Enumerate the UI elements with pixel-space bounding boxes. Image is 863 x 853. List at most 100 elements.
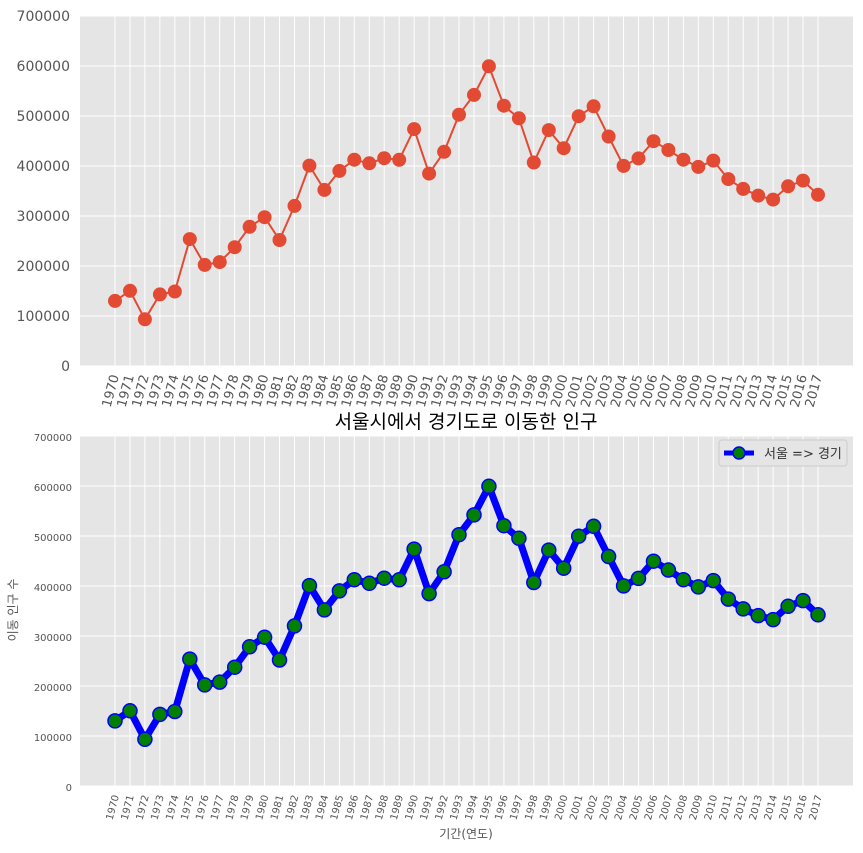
data-point <box>511 111 526 126</box>
data-point <box>302 158 317 173</box>
data-point <box>571 109 586 124</box>
data-point <box>615 578 632 594</box>
data-point <box>555 560 572 576</box>
data-point <box>287 198 302 213</box>
data-point <box>720 591 737 607</box>
data-point <box>167 703 183 720</box>
data-point <box>152 706 168 723</box>
y-axis-label: 이동 인구 수 <box>6 579 20 642</box>
data-point <box>107 713 123 729</box>
data-point <box>496 98 511 113</box>
data-point <box>556 141 571 156</box>
data-point <box>452 107 466 122</box>
data-point <box>810 607 826 623</box>
data-point <box>422 166 437 181</box>
data-point <box>781 179 796 194</box>
data-point <box>600 548 617 565</box>
data-point <box>676 152 691 167</box>
data-point <box>182 232 197 247</box>
y-tick-label: 200000 <box>17 259 70 275</box>
data-point <box>705 572 722 589</box>
data-point <box>601 129 616 144</box>
data-point <box>780 598 796 615</box>
plot-background <box>80 16 853 366</box>
x-axis-label: 기간(연도) <box>439 827 493 841</box>
y-tick-label: 400000 <box>34 583 72 594</box>
data-point <box>301 577 318 594</box>
data-point <box>212 255 227 270</box>
data-point <box>645 553 662 569</box>
legend-marker <box>732 446 746 460</box>
data-point <box>675 571 692 588</box>
data-point <box>467 87 481 102</box>
legend-label: 서울 => 경기 <box>764 447 842 462</box>
data-point <box>211 674 228 690</box>
data-point <box>751 188 766 203</box>
data-point <box>586 99 601 114</box>
data-point <box>541 123 556 138</box>
data-point <box>646 134 661 149</box>
data-point <box>481 478 497 495</box>
data-point <box>167 284 182 299</box>
y-tick-label: 300000 <box>34 633 72 644</box>
data-point <box>585 518 602 535</box>
data-point <box>690 579 707 595</box>
y-tick-label: 600000 <box>34 483 72 494</box>
y-tick-label: 0 <box>66 783 72 794</box>
series <box>107 478 826 748</box>
data-point <box>271 652 288 668</box>
data-point <box>660 562 677 578</box>
data-point <box>436 564 452 580</box>
chart-1: 0 100000 200000 300000 400000 500000 600000 700… <box>17 9 853 409</box>
data-point <box>766 192 781 207</box>
x-tick-label: 2017 <box>808 794 825 821</box>
y-tick-label: 0 <box>61 359 70 375</box>
data-point <box>197 257 212 272</box>
legend-box <box>718 439 848 467</box>
data-point <box>511 530 527 547</box>
data-point <box>332 163 347 178</box>
data-point <box>377 151 392 166</box>
y-tick-label: 500000 <box>34 533 72 544</box>
data-point <box>736 181 751 196</box>
data-point <box>272 233 287 247</box>
data-point <box>331 583 348 599</box>
data-point <box>750 607 766 624</box>
data-point <box>286 618 303 634</box>
y-tick-label: 600000 <box>17 59 70 75</box>
data-point <box>391 572 407 588</box>
data-point <box>721 172 736 187</box>
data-point <box>256 629 273 645</box>
data-point <box>795 592 811 609</box>
y-tick-label: 100000 <box>17 309 70 325</box>
y-tick-label: 700000 <box>34 433 72 444</box>
data-point <box>631 151 646 166</box>
data-point <box>421 585 437 602</box>
data-point <box>122 703 138 719</box>
data-point <box>376 570 392 586</box>
series <box>108 59 825 327</box>
data-point <box>196 677 213 693</box>
y-tick-label: 500000 <box>17 109 70 125</box>
data-point <box>811 187 825 202</box>
data-point <box>481 59 496 74</box>
chart-2: 0 100000 200000 300000 400000 500000 600000 700… <box>6 411 853 841</box>
y-tick-label: 400000 <box>17 159 70 175</box>
data-point <box>108 293 122 308</box>
data-point <box>361 575 378 592</box>
data-point <box>496 517 512 534</box>
data-point <box>526 155 541 170</box>
data-point <box>242 219 257 234</box>
data-point <box>451 526 467 543</box>
data-point <box>661 143 676 157</box>
y-tick-label: 100000 <box>34 733 72 744</box>
data-point <box>466 507 482 523</box>
data-point <box>226 659 243 675</box>
data-point <box>526 574 542 591</box>
chart-title: 서울시에서 경기도로 이동한 인구 <box>335 411 598 433</box>
data-point <box>437 144 452 159</box>
data-point <box>317 182 332 197</box>
legend: 서울 => 경기 <box>718 439 848 467</box>
y-tick-label: 700000 <box>17 9 70 25</box>
